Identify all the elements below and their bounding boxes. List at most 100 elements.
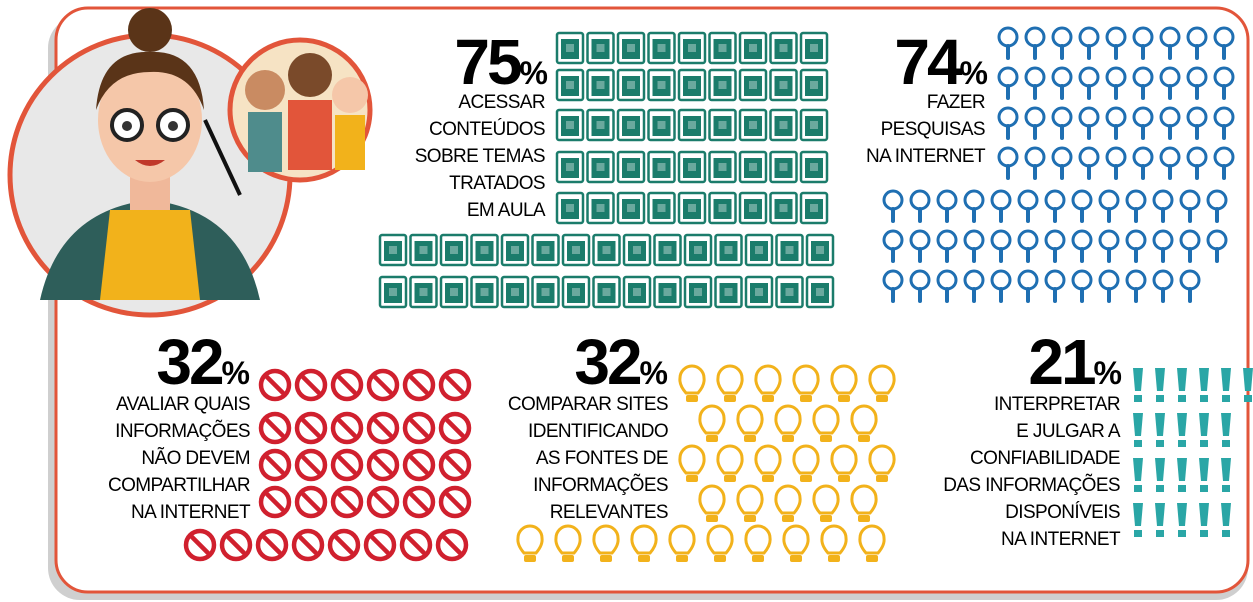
icon — [563, 235, 589, 265]
icon-shape — [784, 526, 808, 553]
icon-shape — [780, 121, 788, 129]
icon-shape — [1222, 485, 1230, 492]
icon-shape — [832, 446, 856, 473]
icon — [649, 193, 675, 223]
icon — [1199, 458, 1209, 492]
item-label: NA INTERNET — [131, 502, 251, 523]
icon — [740, 152, 766, 182]
icon-shape — [1178, 485, 1186, 492]
icon — [502, 235, 528, 265]
icon-shape — [1222, 440, 1230, 447]
icon-shape — [749, 204, 757, 212]
icon-shape — [719, 163, 727, 171]
icon — [679, 110, 705, 140]
icon-shape — [816, 288, 824, 296]
icon-shape — [828, 555, 840, 562]
icon-shape — [870, 366, 894, 393]
percent-unit: % — [640, 355, 668, 391]
icon-shape — [664, 246, 672, 254]
item-label: ACESSAR — [458, 92, 545, 113]
icon-shape — [511, 288, 519, 296]
icon — [618, 70, 644, 100]
item-label: NA INTERNET — [1001, 529, 1121, 550]
icon-shape — [1156, 395, 1164, 402]
item-label: PESQUISAS — [881, 119, 985, 140]
icon — [441, 277, 467, 307]
icon — [771, 33, 797, 63]
icon-shape — [688, 81, 696, 89]
icon-shape — [572, 246, 580, 254]
icon-shape — [420, 288, 428, 296]
icon — [624, 277, 650, 307]
icon-shape — [1178, 395, 1186, 402]
icon-shape — [755, 288, 763, 296]
icon-shape — [686, 475, 698, 482]
icon — [502, 277, 528, 307]
icon-shape — [719, 121, 727, 129]
icon-shape — [389, 288, 397, 296]
icon-shape — [838, 475, 850, 482]
icon — [557, 193, 583, 223]
percent-value: 75 — [454, 26, 521, 98]
icon-shape — [511, 246, 519, 254]
icon-shape — [858, 435, 870, 442]
icon-shape — [725, 288, 733, 296]
icon — [710, 193, 736, 223]
icon-shape — [594, 526, 618, 553]
icon-shape — [780, 44, 788, 52]
percent-value: 74 — [894, 26, 963, 98]
icon-shape — [1134, 530, 1142, 537]
icon-shape — [633, 246, 641, 254]
icon — [1199, 368, 1209, 402]
icon — [557, 110, 583, 140]
item-label: COMPARTILHAR — [108, 475, 250, 496]
icon-shape — [1200, 485, 1208, 492]
icon-shape — [600, 555, 612, 562]
icon-shape — [786, 288, 794, 296]
icon-shape — [627, 121, 635, 129]
icon-shape — [658, 204, 666, 212]
icon — [649, 110, 675, 140]
item-label: DISPONÍVEIS — [1005, 502, 1120, 523]
icon-shape — [627, 81, 635, 89]
icon-shape — [627, 44, 635, 52]
icon — [618, 110, 644, 140]
icon — [594, 277, 620, 307]
icon — [801, 33, 827, 63]
item-label: TRATADOS — [449, 173, 545, 194]
icon-shape — [814, 406, 838, 433]
icon-shape — [782, 435, 794, 442]
icon — [740, 110, 766, 140]
icon-shape — [658, 121, 666, 129]
icon-shape — [542, 246, 550, 254]
icon — [411, 277, 437, 307]
icon — [618, 152, 644, 182]
icon-shape — [719, 204, 727, 212]
icon-shape — [597, 204, 605, 212]
icon — [1177, 368, 1187, 402]
icon-shape — [450, 288, 458, 296]
icon — [1133, 503, 1143, 537]
icon — [649, 70, 675, 100]
icon — [1221, 368, 1231, 402]
icon — [1199, 413, 1209, 447]
icon-shape — [658, 163, 666, 171]
icon-shape — [566, 81, 574, 89]
icon-shape — [762, 475, 774, 482]
icon-shape — [1200, 395, 1208, 402]
icon — [685, 277, 711, 307]
icon-shape — [680, 446, 704, 473]
icon-shape — [1200, 440, 1208, 447]
item-label: CONTEÚDOS — [429, 118, 545, 140]
icon — [1155, 413, 1165, 447]
icon-shape — [566, 121, 574, 129]
icon — [655, 277, 681, 307]
icon-shape — [756, 366, 780, 393]
icon-shape — [800, 395, 812, 402]
percent-unit: % — [960, 55, 988, 91]
icon — [716, 277, 742, 307]
icon-shape — [603, 246, 611, 254]
icon-shape — [810, 204, 818, 212]
icon-shape — [782, 515, 794, 522]
item-label: INTERPRETAR — [994, 394, 1120, 415]
